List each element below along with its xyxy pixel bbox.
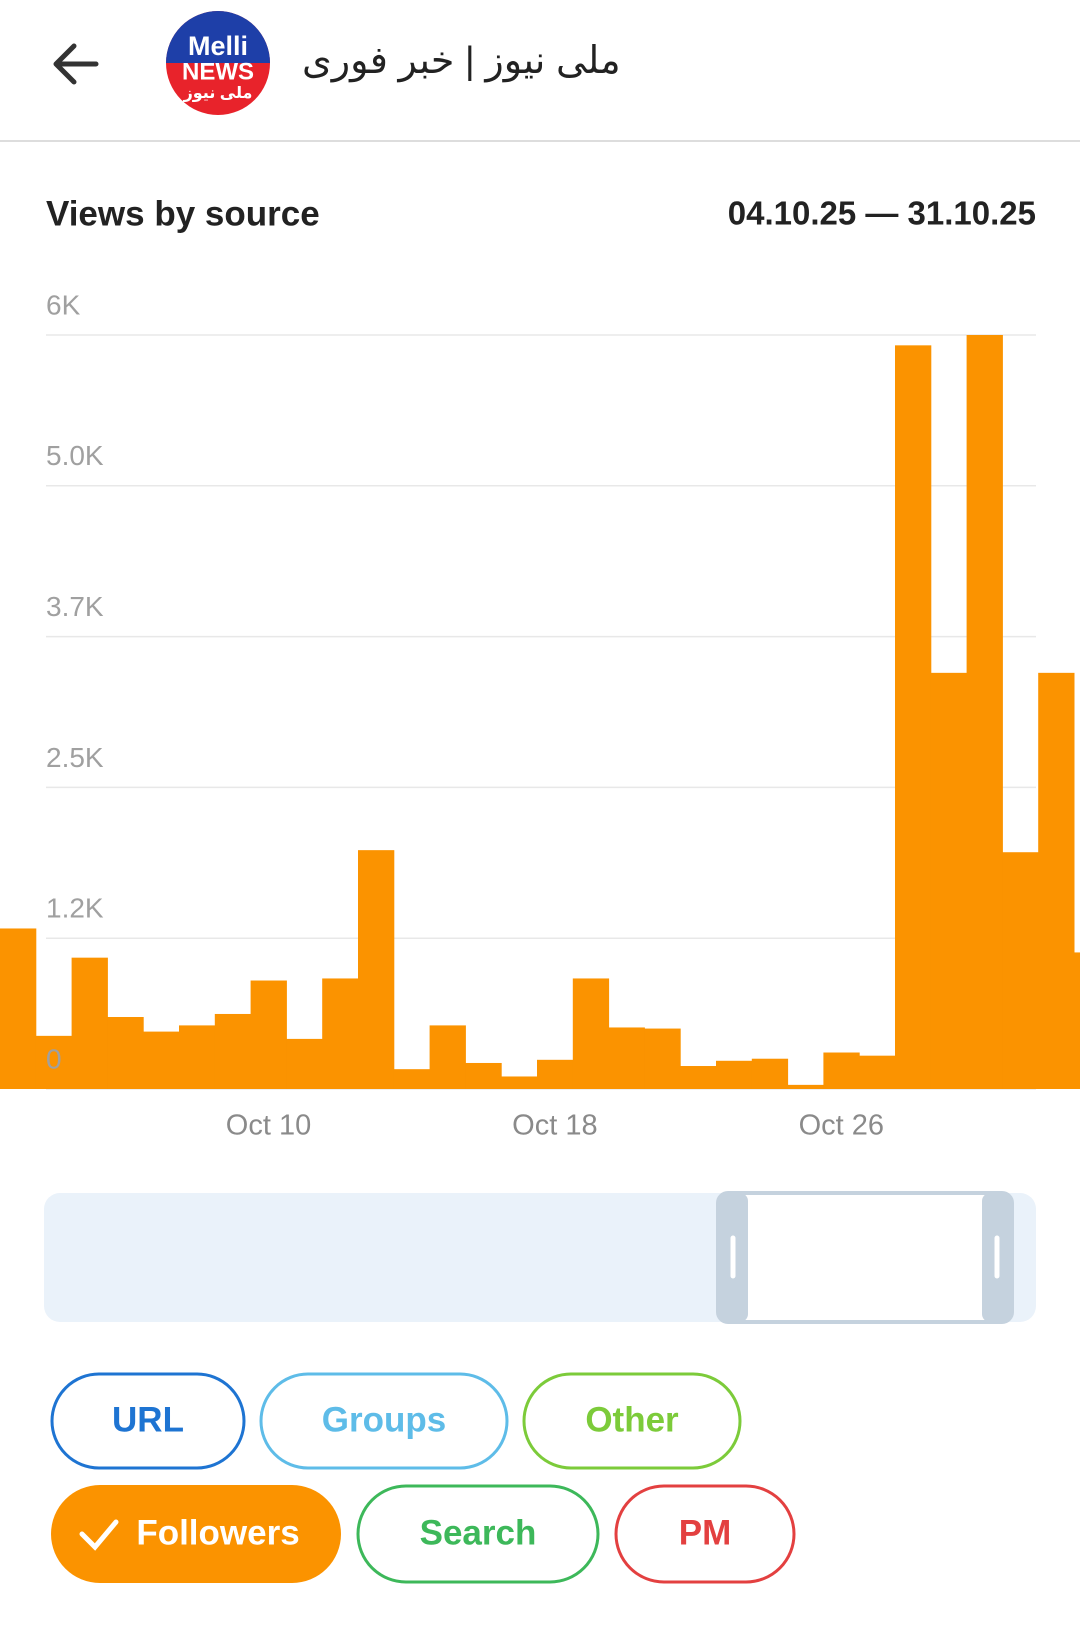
bar (322, 978, 359, 1089)
bar (250, 980, 287, 1089)
filter-chip[interactable]: Search (356, 1484, 600, 1584)
channel-title: ملی نیوز | خبر فوری (302, 40, 621, 83)
range-navigator[interactable] (44, 1191, 1036, 1324)
bar (537, 1059, 574, 1089)
bar (930, 672, 968, 1089)
back-arrow (53, 43, 99, 85)
bar (823, 1052, 860, 1089)
filter-chip[interactable]: Groups (259, 1372, 509, 1470)
y-tick-label: 2.5K (46, 742, 104, 773)
y-tick-label: 0 (46, 1043, 62, 1074)
navigator-window (716, 1191, 1014, 1324)
bar (859, 1055, 896, 1089)
y-tick-label: 5.0K (46, 440, 104, 471)
logo-text: ملی نیوز (183, 85, 253, 102)
bar (358, 850, 395, 1089)
filter-chip[interactable]: PM (614, 1484, 796, 1584)
chip-label: PM (679, 1513, 732, 1552)
chart-title: Views by source (46, 194, 320, 233)
bar (608, 1027, 645, 1089)
plot: 0 1.2K 2.5K 3.7K 5.0K 6K Oct 10 Oct 18 Oct 26 (0, 289, 1080, 1142)
bar (179, 1025, 216, 1089)
bar (214, 1013, 252, 1089)
bar (1074, 952, 1080, 1089)
x-tick-label: Oct 26 (799, 1110, 884, 1142)
chip-label: Other (585, 1400, 679, 1439)
y-tick-label: 6K (46, 289, 81, 320)
bars (0, 335, 1080, 1089)
bar (1038, 672, 1075, 1089)
y-tick-label: 1.2K (46, 893, 104, 924)
bar (644, 1028, 681, 1089)
x-tick-label: Oct 18 (512, 1110, 597, 1142)
date-range: 04.10.25 — 31.10.25 (728, 195, 1036, 232)
back-button[interactable] (53, 43, 99, 85)
bar (286, 1038, 323, 1089)
bar (429, 1025, 466, 1089)
x-tick-label: Oct 10 (226, 1110, 311, 1142)
bar (680, 1066, 717, 1089)
filter-chip[interactable]: Other (522, 1372, 742, 1470)
bar (895, 345, 932, 1089)
bar (393, 1069, 431, 1089)
bar (35, 1035, 73, 1089)
bar (143, 1031, 180, 1089)
logo-text: NEWS (182, 58, 254, 85)
bar (1002, 852, 1039, 1089)
channel-logo: Melli NEWS ملی نیوز (166, 11, 270, 115)
check-icon (79, 1519, 119, 1551)
bar (787, 1084, 824, 1089)
bar (966, 335, 1003, 1089)
logo-top (166, 11, 270, 63)
chip-label: Followers (136, 1513, 299, 1552)
bar (501, 1076, 538, 1089)
bar (465, 1062, 502, 1089)
chip-label: Groups (322, 1400, 446, 1439)
y-tick-label: 3.7K (46, 591, 104, 622)
bar (0, 928, 37, 1089)
chip-label: Search (420, 1513, 537, 1552)
chip-label: URL (112, 1400, 184, 1439)
bar (71, 957, 108, 1089)
filter-chip-selected[interactable]: Followers (51, 1485, 341, 1583)
logo-text: Melli (188, 31, 248, 61)
bar (107, 1017, 144, 1089)
bar (716, 1060, 753, 1089)
bar (572, 978, 610, 1089)
filter-chip[interactable]: URL (50, 1372, 246, 1470)
bar (751, 1058, 789, 1089)
